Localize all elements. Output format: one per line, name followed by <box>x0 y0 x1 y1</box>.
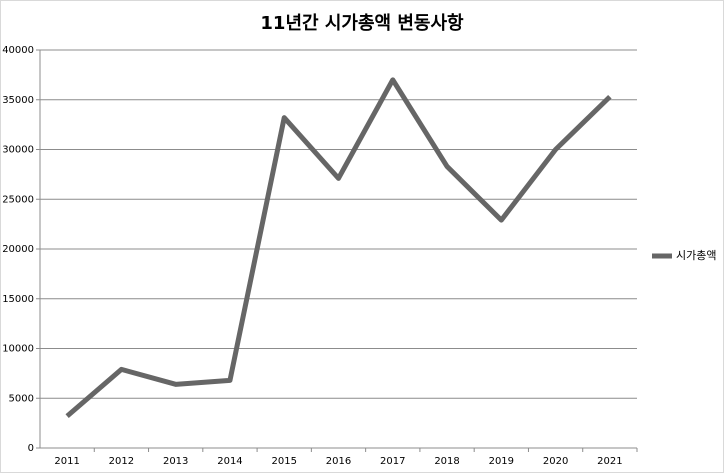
chart-title: 11년간 시가총액 변동사항 <box>260 13 464 34</box>
y-tick-label: 40000 <box>2 45 34 56</box>
y-tick-label: 15000 <box>2 294 34 305</box>
x-tick-label: 2018 <box>434 456 459 467</box>
legend-label: 시가총액 <box>676 249 716 262</box>
y-tick-label: 10000 <box>2 344 34 355</box>
y-tick-label: 0 <box>28 443 34 454</box>
x-tick-label: 2011 <box>54 456 79 467</box>
y-tick-label: 20000 <box>2 244 34 255</box>
y-tick-label: 35000 <box>2 95 34 106</box>
x-tick-label: 2013 <box>163 456 188 467</box>
y-tick-label: 25000 <box>2 194 34 205</box>
x-tick-label: 2016 <box>326 456 351 467</box>
x-tick-label: 2012 <box>109 456 134 467</box>
x-tick-label: 2021 <box>597 456 622 467</box>
y-tick-label: 5000 <box>9 393 34 404</box>
x-tick-label: 2014 <box>217 456 242 467</box>
x-tick-label: 2020 <box>543 456 568 467</box>
data-line <box>65 77 612 419</box>
y-tick-label: 30000 <box>2 145 34 156</box>
x-tick-label: 2015 <box>272 456 297 467</box>
x-tick-label: 2017 <box>380 456 405 467</box>
x-tick-label: 2019 <box>489 456 514 467</box>
